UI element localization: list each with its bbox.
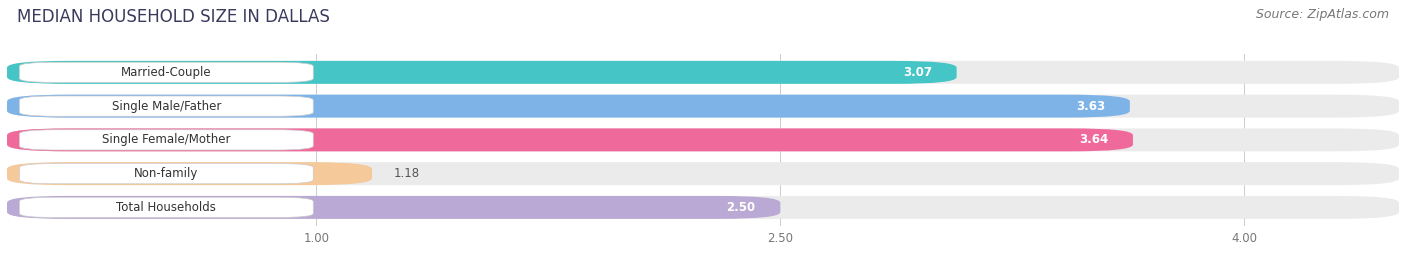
FancyBboxPatch shape [7,128,1399,151]
FancyBboxPatch shape [20,164,314,184]
Text: 1.18: 1.18 [394,167,420,180]
FancyBboxPatch shape [7,162,373,185]
FancyBboxPatch shape [7,196,1399,219]
Text: 2.50: 2.50 [727,201,755,214]
FancyBboxPatch shape [20,130,314,150]
Text: Married-Couple: Married-Couple [121,66,212,79]
FancyBboxPatch shape [7,95,1399,118]
Text: Single Male/Father: Single Male/Father [111,100,221,113]
FancyBboxPatch shape [7,162,1399,185]
Text: Source: ZipAtlas.com: Source: ZipAtlas.com [1256,8,1389,21]
FancyBboxPatch shape [7,61,956,84]
FancyBboxPatch shape [7,61,1399,84]
Text: 3.63: 3.63 [1076,100,1105,113]
Text: MEDIAN HOUSEHOLD SIZE IN DALLAS: MEDIAN HOUSEHOLD SIZE IN DALLAS [17,8,330,26]
FancyBboxPatch shape [20,96,314,116]
FancyBboxPatch shape [20,62,314,83]
Text: Non-family: Non-family [134,167,198,180]
Text: Total Households: Total Households [117,201,217,214]
FancyBboxPatch shape [7,196,780,219]
Text: 3.07: 3.07 [903,66,932,79]
Text: Single Female/Mother: Single Female/Mother [103,133,231,146]
FancyBboxPatch shape [20,197,314,218]
FancyBboxPatch shape [7,128,1133,151]
Text: 3.64: 3.64 [1078,133,1108,146]
FancyBboxPatch shape [7,95,1130,118]
